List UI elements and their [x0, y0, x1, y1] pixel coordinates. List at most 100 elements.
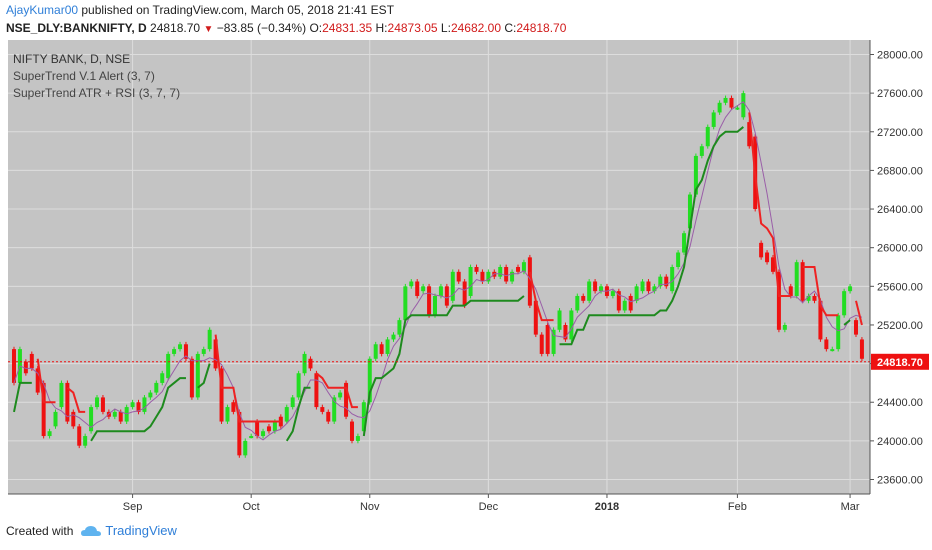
candles[interactable] [12, 90, 864, 458]
candle[interactable] [65, 382, 70, 422]
candle[interactable] [705, 126, 710, 147]
candle[interactable] [563, 324, 568, 340]
candle[interactable] [95, 397, 100, 408]
candle[interactable] [646, 281, 651, 292]
candle[interactable] [302, 353, 307, 374]
price-chart[interactable]: NIFTY BANK, D, NSE SuperTrend V.1 Alert … [0, 0, 932, 520]
candle[interactable] [421, 286, 426, 292]
candle[interactable] [290, 397, 295, 408]
candle[interactable] [788, 286, 793, 296]
candle[interactable] [118, 411, 123, 422]
candle[interactable] [521, 262, 526, 272]
candle[interactable] [160, 373, 165, 383]
candle[interactable] [178, 344, 183, 350]
candle[interactable] [320, 407, 325, 412]
candle[interactable] [682, 233, 687, 253]
candle[interactable] [379, 344, 384, 354]
candle[interactable] [610, 291, 615, 296]
candle[interactable] [237, 411, 242, 456]
candle[interactable] [41, 382, 46, 437]
candle[interactable] [854, 320, 858, 335]
candle[interactable] [776, 271, 781, 330]
candle[interactable] [539, 334, 544, 354]
candle[interactable] [326, 411, 331, 422]
candle[interactable] [219, 368, 224, 422]
candle[interactable] [498, 267, 503, 277]
candle[interactable] [516, 267, 521, 272]
candle[interactable] [616, 291, 621, 311]
candle[interactable] [859, 339, 864, 359]
time-axis[interactable] [8, 494, 870, 518]
candle[interactable] [711, 112, 716, 127]
candle[interactable] [658, 276, 663, 287]
candle[interactable] [361, 402, 366, 432]
candle[interactable] [154, 382, 159, 393]
candle[interactable] [599, 286, 604, 292]
candle[interactable] [53, 411, 58, 427]
candle[interactable] [243, 440, 248, 456]
candle[interactable] [213, 339, 218, 369]
candle[interactable] [545, 324, 550, 354]
candle[interactable] [782, 324, 787, 330]
candle[interactable] [225, 407, 230, 422]
candle[interactable] [640, 281, 645, 292]
candle[interactable] [142, 397, 147, 412]
candle[interactable] [172, 349, 177, 354]
candle[interactable] [148, 392, 153, 398]
candle[interactable] [100, 397, 105, 412]
candle[interactable] [438, 286, 443, 296]
candle[interactable] [166, 353, 171, 379]
candle[interactable] [510, 271, 515, 282]
candle[interactable] [794, 262, 799, 296]
candle[interactable] [723, 97, 728, 103]
candle[interactable] [664, 276, 669, 287]
candle[interactable] [527, 257, 532, 306]
candle[interactable] [136, 402, 141, 412]
candle[interactable] [83, 436, 88, 446]
candle[interactable] [717, 102, 722, 113]
candle[interactable] [427, 286, 432, 316]
candle[interactable] [112, 411, 117, 417]
candle[interactable] [195, 353, 200, 398]
candle[interactable] [830, 349, 835, 352]
candle[interactable] [397, 320, 402, 335]
candle[interactable] [468, 267, 473, 296]
candle[interactable] [415, 281, 420, 296]
candle[interactable] [747, 122, 752, 147]
candle[interactable] [818, 300, 823, 340]
candle[interactable] [284, 407, 289, 422]
candle[interactable] [456, 271, 461, 282]
candle[interactable] [628, 295, 633, 311]
candle[interactable] [504, 267, 509, 282]
candle[interactable] [344, 382, 349, 417]
candle[interactable] [687, 194, 692, 229]
candle[interactable] [89, 407, 94, 432]
candle[interactable] [409, 281, 414, 287]
candle[interactable] [581, 295, 586, 301]
candle[interactable] [551, 329, 556, 354]
candle[interactable] [367, 358, 372, 403]
candle[interactable] [842, 291, 847, 316]
candle[interactable] [231, 402, 236, 412]
candle[interactable] [373, 344, 378, 359]
candle[interactable] [759, 242, 764, 258]
candle[interactable] [533, 300, 538, 335]
candle[interactable] [255, 421, 260, 437]
candle[interactable] [848, 286, 853, 292]
candle[interactable] [676, 252, 681, 267]
candle[interactable] [474, 267, 479, 272]
candle[interactable] [587, 281, 592, 301]
legend-supertrend-rsi[interactable]: SuperTrend ATR + RSI (3, 7, 7) [13, 86, 180, 100]
candle[interactable] [77, 426, 82, 446]
candle[interactable] [12, 349, 16, 383]
candle[interactable] [249, 436, 254, 439]
candle[interactable] [693, 155, 698, 195]
candle[interactable] [189, 358, 194, 398]
candle[interactable] [35, 368, 40, 393]
candle[interactable] [652, 286, 657, 292]
candle[interactable] [349, 421, 354, 441]
candle[interactable] [741, 93, 746, 118]
candle[interactable] [699, 146, 704, 156]
author-link[interactable]: AjayKumar00 [6, 3, 79, 17]
candle[interactable] [29, 353, 34, 369]
